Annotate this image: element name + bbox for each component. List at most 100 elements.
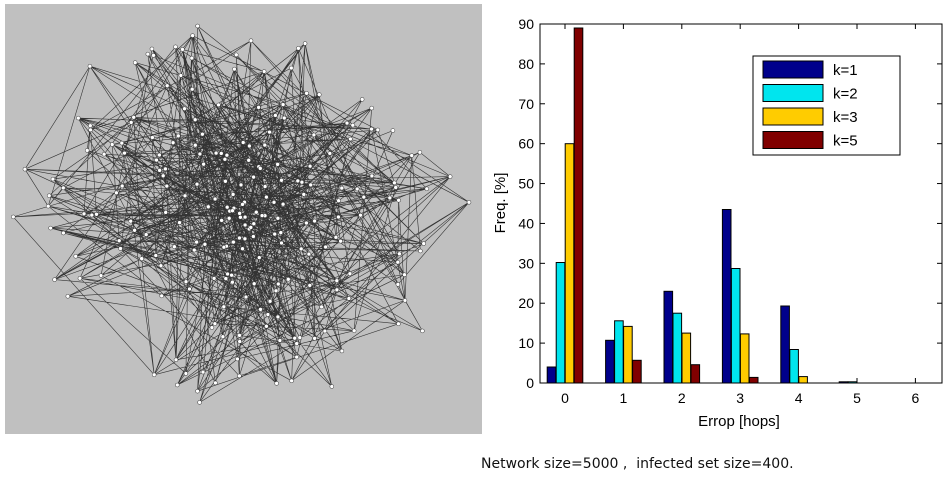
network-node bbox=[319, 304, 324, 310]
network-node bbox=[76, 115, 81, 121]
legend-label-k1: k=1 bbox=[833, 62, 858, 79]
y-tick-label: 70 bbox=[518, 96, 534, 112]
bar-k2-4 bbox=[789, 349, 799, 384]
network-node bbox=[275, 162, 280, 167]
x-tick-label: 4 bbox=[795, 390, 803, 406]
network-node bbox=[289, 378, 294, 384]
network-node bbox=[261, 69, 267, 74]
network-node bbox=[243, 294, 249, 300]
network-node bbox=[304, 91, 309, 96]
network-node bbox=[94, 212, 99, 217]
network-node bbox=[200, 131, 205, 137]
bar-chart-canvas: 0 10 20 30 40 50 60 70 80 90 0 1 2 3 4 5 6 Errop [hops]… bbox=[492, 16, 943, 430]
network-node bbox=[234, 52, 239, 58]
legend-label-k5: k=5 bbox=[833, 133, 858, 150]
y-tick-label: 30 bbox=[518, 255, 534, 271]
network-node bbox=[170, 140, 176, 145]
network-node bbox=[132, 228, 137, 233]
network-node bbox=[235, 356, 240, 362]
network-node bbox=[153, 253, 159, 258]
network-node bbox=[338, 238, 343, 244]
network-node bbox=[98, 273, 104, 278]
network-node bbox=[246, 158, 251, 163]
network-node bbox=[221, 304, 227, 310]
bar-k2-1 bbox=[614, 320, 624, 384]
network-node bbox=[46, 193, 52, 198]
y-tick-label: 0 bbox=[526, 375, 534, 391]
network-node bbox=[258, 166, 263, 171]
network-node bbox=[157, 168, 162, 173]
network-node bbox=[230, 279, 235, 285]
x-tick-label: 6 bbox=[912, 390, 920, 406]
network-node bbox=[131, 115, 136, 120]
network-node bbox=[195, 388, 200, 394]
network-node bbox=[248, 225, 254, 230]
chart-legend: k=1 k=2 k=3 k=5 bbox=[752, 55, 901, 156]
y-tick-label: 20 bbox=[518, 295, 534, 311]
network-node bbox=[189, 86, 195, 92]
network-node bbox=[336, 198, 341, 203]
legend-swatch-k1 bbox=[762, 60, 824, 79]
network-edge-lines bbox=[13, 25, 470, 403]
network-node bbox=[149, 46, 155, 52]
network-node bbox=[279, 178, 284, 183]
bar-k1-3 bbox=[721, 209, 732, 384]
network-node bbox=[302, 41, 308, 46]
network-node bbox=[50, 176, 56, 182]
x-tick-label: 0 bbox=[561, 390, 569, 406]
bar-chart: 0 10 20 30 40 50 60 70 80 90 0 1 2 3 4 5 6 Errop [hops]… bbox=[490, 0, 948, 440]
network-node bbox=[212, 321, 218, 326]
network-node bbox=[178, 73, 184, 78]
x-tick-label: 2 bbox=[678, 390, 686, 406]
network-node bbox=[359, 97, 365, 102]
network-node bbox=[61, 230, 66, 236]
network-node bbox=[163, 166, 168, 172]
network-node bbox=[271, 200, 277, 205]
network-node bbox=[396, 321, 401, 327]
bar-k2-3 bbox=[730, 268, 741, 384]
network-node bbox=[194, 239, 199, 245]
legend-label-k2: k=2 bbox=[833, 86, 858, 103]
bar-k5-0 bbox=[573, 27, 584, 384]
network-node bbox=[119, 140, 125, 146]
network-node bbox=[251, 221, 257, 226]
network-node bbox=[299, 179, 305, 185]
network-node bbox=[114, 190, 119, 196]
network-node bbox=[297, 335, 303, 340]
network-node bbox=[392, 180, 397, 186]
network-node bbox=[251, 234, 256, 239]
network-node bbox=[128, 218, 133, 224]
network-node bbox=[180, 47, 185, 52]
network-node bbox=[247, 143, 252, 149]
network-node bbox=[323, 244, 328, 250]
network-node bbox=[308, 182, 313, 188]
network-node bbox=[262, 142, 268, 148]
network-node bbox=[265, 312, 271, 317]
y-tick-label: 80 bbox=[518, 56, 534, 72]
network-node bbox=[262, 184, 268, 189]
network-node bbox=[238, 182, 244, 188]
bar-k3-3 bbox=[739, 333, 750, 384]
network-node bbox=[139, 256, 144, 261]
network-node bbox=[201, 161, 206, 167]
network-node bbox=[232, 66, 237, 72]
network-node bbox=[81, 211, 87, 217]
network-node bbox=[295, 178, 301, 184]
network-node bbox=[119, 183, 125, 189]
network-node bbox=[158, 263, 164, 268]
network-node bbox=[197, 151, 203, 157]
network-node bbox=[11, 214, 16, 220]
network-node bbox=[312, 218, 317, 224]
network-node bbox=[256, 105, 261, 110]
network-node bbox=[267, 299, 273, 304]
network-node bbox=[306, 251, 312, 257]
network-node bbox=[402, 298, 408, 303]
network-node bbox=[257, 255, 262, 260]
network-node bbox=[45, 203, 51, 209]
network-node bbox=[22, 166, 28, 172]
network-node bbox=[52, 277, 57, 282]
network-node bbox=[248, 38, 254, 43]
network-node bbox=[424, 186, 430, 192]
network-node bbox=[116, 238, 122, 243]
y-tick-label: 50 bbox=[518, 176, 534, 192]
